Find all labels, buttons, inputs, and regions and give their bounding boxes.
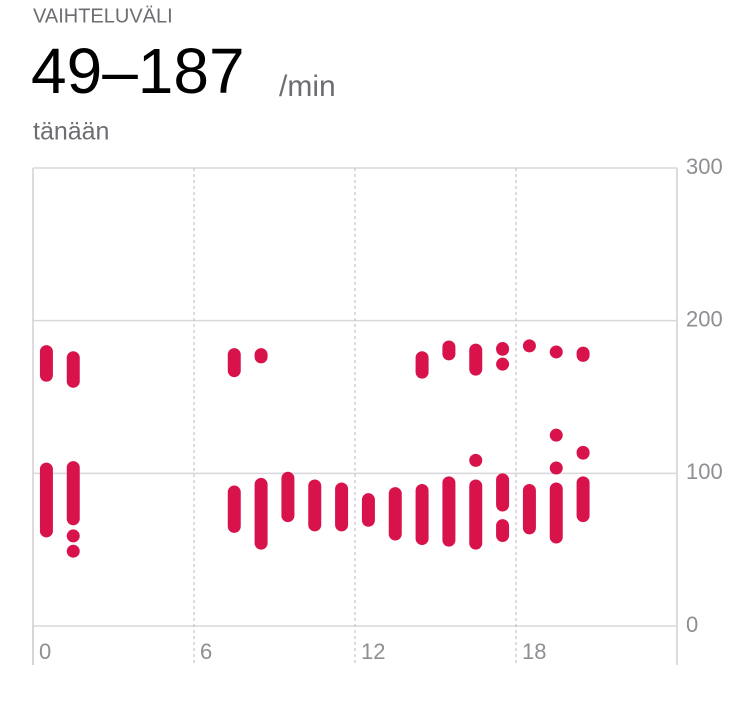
x-tick-label: 0 bbox=[39, 639, 51, 664]
y-tick-label: 200 bbox=[686, 306, 723, 331]
x-tick-label: 12 bbox=[361, 639, 385, 664]
metric-unit: /min bbox=[279, 70, 336, 103]
y-tick-label: 300 bbox=[686, 154, 723, 179]
y-tick-label: 0 bbox=[686, 612, 698, 637]
metric-label: VAIHTELUVÄLI bbox=[33, 5, 173, 27]
x-tick-label: 18 bbox=[522, 639, 546, 664]
metric-value: 49–187 bbox=[31, 35, 245, 107]
y-tick-label: 100 bbox=[686, 459, 723, 484]
period-label: tänään bbox=[33, 118, 109, 146]
x-tick-label: 6 bbox=[200, 639, 212, 664]
